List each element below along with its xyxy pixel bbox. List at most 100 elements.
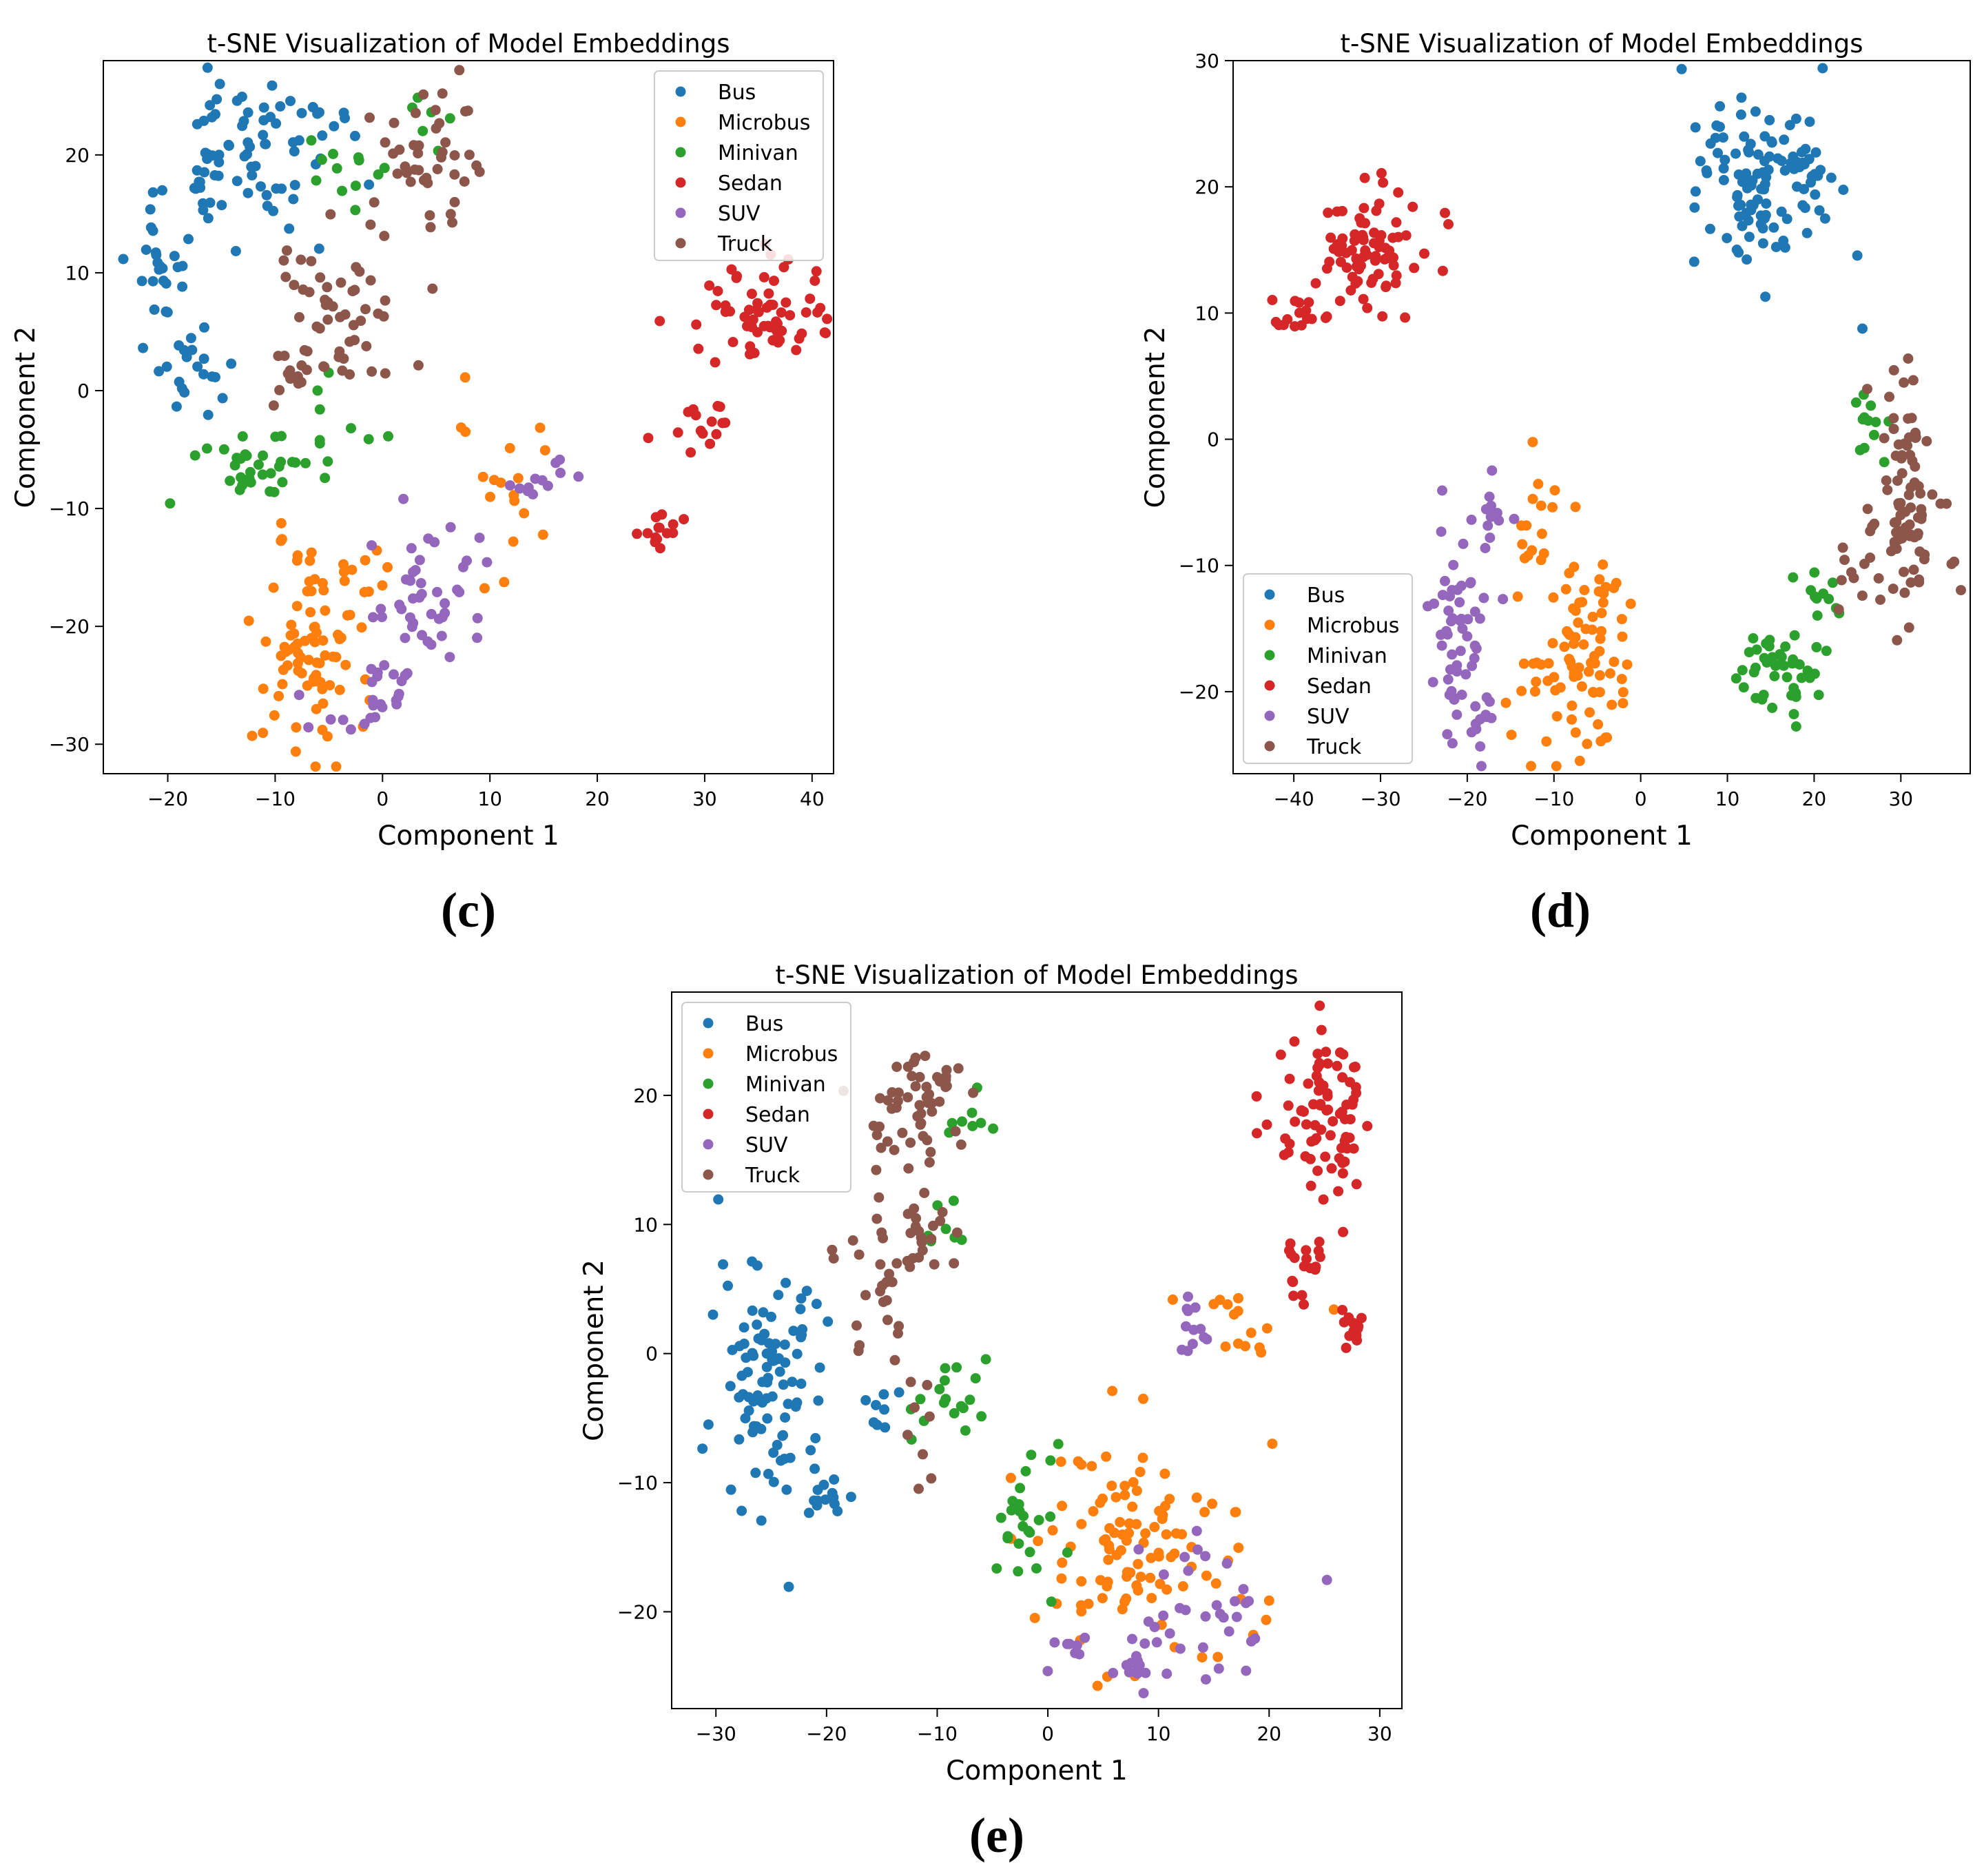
data-point: [366, 677, 378, 688]
data-point: [1536, 659, 1547, 670]
legend: Bus Microbus Minivan Sedan SUV Truck: [654, 70, 824, 261]
data-point: [1275, 1049, 1286, 1060]
data-point: [1570, 727, 1581, 738]
data-point: [797, 1324, 808, 1334]
data-point: [1819, 213, 1830, 224]
data-point: [1138, 1393, 1148, 1404]
data-point: [1200, 1611, 1211, 1622]
data-point: [778, 1379, 789, 1390]
data-point: [1688, 256, 1699, 267]
series-microbus: [243, 372, 550, 772]
data-point: [751, 1421, 762, 1432]
data-point: [767, 300, 778, 310]
data-point: [311, 670, 322, 681]
data-point: [1596, 608, 1607, 619]
data-point: [1164, 1494, 1175, 1505]
legend-label: Microbus: [1307, 614, 1399, 638]
data-point: [423, 533, 434, 544]
data-point: [1466, 727, 1477, 738]
data-point: [1437, 485, 1447, 496]
data-point: [1366, 278, 1377, 288]
data-point: [668, 519, 679, 530]
data-point: [488, 475, 499, 486]
data-point: [1303, 297, 1314, 308]
data-point: [389, 669, 399, 680]
data-point: [1790, 721, 1801, 732]
data-point: [1289, 1036, 1300, 1047]
data-point: [1602, 732, 1613, 743]
data-point: [1760, 291, 1771, 302]
data-point: [421, 172, 432, 183]
data-point: [1337, 1305, 1348, 1315]
data-point: [783, 1399, 794, 1410]
data-point: [1183, 1306, 1193, 1317]
data-point: [314, 107, 324, 118]
data-point: [1757, 694, 1768, 705]
data-point: [413, 360, 424, 371]
data-point: [1167, 1294, 1178, 1305]
data-point: [758, 271, 769, 282]
data-point: [317, 130, 328, 141]
data-point: [1231, 1611, 1242, 1622]
y-tick-label: 20: [1195, 176, 1219, 198]
data-point: [765, 322, 776, 333]
data-point: [236, 472, 247, 483]
data-point: [391, 699, 402, 710]
data-point: [805, 1445, 816, 1456]
data-point: [691, 319, 702, 330]
chart-panel-e: −30 −20 −10 0 10 20 30 −20 −10 0 10 20 t-SNE Visuali…: [579, 960, 1403, 1863]
data-point: [1356, 217, 1367, 228]
data-point: [539, 445, 550, 456]
data-point: [537, 529, 548, 540]
series-minivan: [905, 1082, 1073, 1607]
data-point: [910, 1081, 921, 1092]
data-point: [697, 428, 708, 439]
data-point: [1797, 200, 1808, 211]
data-point: [430, 105, 441, 116]
data-point: [1296, 320, 1307, 331]
data-point: [394, 599, 405, 610]
data-point: [1733, 247, 1744, 258]
data-point: [938, 1397, 949, 1408]
data-point: [1857, 590, 1868, 601]
series-minivan: [1730, 389, 1894, 732]
data-point: [643, 433, 654, 444]
data-point: [370, 712, 381, 723]
data-point: [1133, 1663, 1144, 1674]
data-point: [1899, 587, 1910, 598]
data-point: [1732, 192, 1743, 203]
data-point: [1543, 658, 1554, 669]
x-tick-label: 30: [692, 787, 717, 810]
data-point: [1133, 1544, 1144, 1555]
data-point: [379, 660, 390, 671]
data-point: [436, 630, 447, 641]
data-point: [372, 667, 383, 678]
data-point: [1049, 1637, 1060, 1648]
data-point: [1146, 1552, 1157, 1563]
data-point: [1865, 553, 1876, 563]
data-point: [1351, 1179, 1362, 1190]
data-point: [939, 1375, 950, 1386]
data-point: [679, 514, 690, 525]
data-point: [761, 1361, 772, 1372]
data-point: [1288, 1290, 1299, 1301]
data-point: [499, 577, 510, 588]
data-point: [267, 80, 278, 91]
data-point: [811, 1299, 822, 1310]
legend-marker: [703, 1048, 714, 1059]
data-point: [909, 1203, 920, 1214]
data-point: [829, 1498, 840, 1509]
data-point: [199, 322, 209, 333]
data-point: [874, 1121, 885, 1132]
legend: Bus Microbus Minivan Sedan SUV Truck: [1243, 573, 1413, 764]
x-axis-label: Component 1: [378, 821, 559, 852]
data-point: [778, 262, 789, 273]
data-point: [1547, 502, 1558, 513]
data-point: [455, 422, 466, 433]
data-point: [875, 1093, 885, 1104]
data-point: [1310, 1135, 1321, 1146]
data-point: [1598, 597, 1609, 608]
data-point: [875, 1259, 886, 1270]
data-point: [1598, 559, 1609, 570]
